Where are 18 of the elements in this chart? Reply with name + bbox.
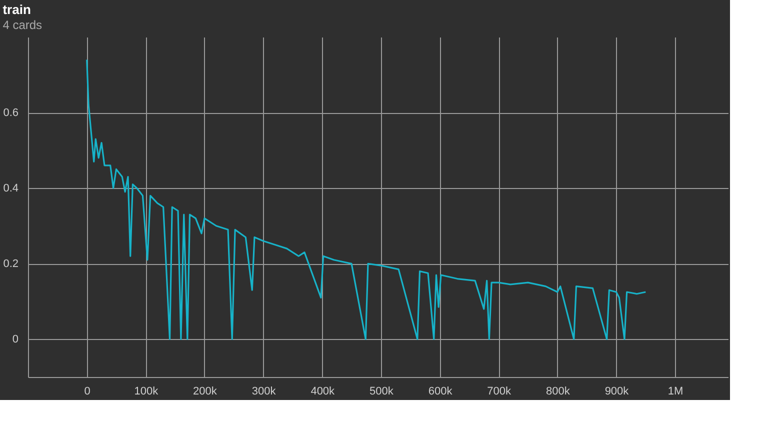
x-tick-label: 900k	[604, 386, 630, 398]
x-tick-label: 300k	[252, 386, 276, 398]
x-tick-label: 400k	[310, 386, 336, 398]
x-tick-label: 700k	[487, 386, 512, 398]
y-tick-label: 0.2	[3, 258, 18, 270]
chart-subtitle: 4 cards	[2, 18, 42, 32]
x-tick-label: 600k	[428, 386, 453, 398]
x-tick-label: 800k	[546, 386, 570, 398]
x-tick-label: 0	[84, 386, 90, 398]
x-tick-label: 1M	[668, 386, 684, 398]
y-tick-label: 0	[12, 334, 18, 346]
y-tick-label: 0.4	[3, 182, 18, 195]
x-tick-label: 500k	[370, 386, 394, 398]
chart-title: train	[2, 2, 31, 17]
x-tick-label: 100k	[134, 386, 159, 398]
x-tick-label: 200k	[193, 386, 218, 398]
line-series	[86, 58, 646, 340]
y-tick-label: 0.6	[3, 107, 18, 120]
